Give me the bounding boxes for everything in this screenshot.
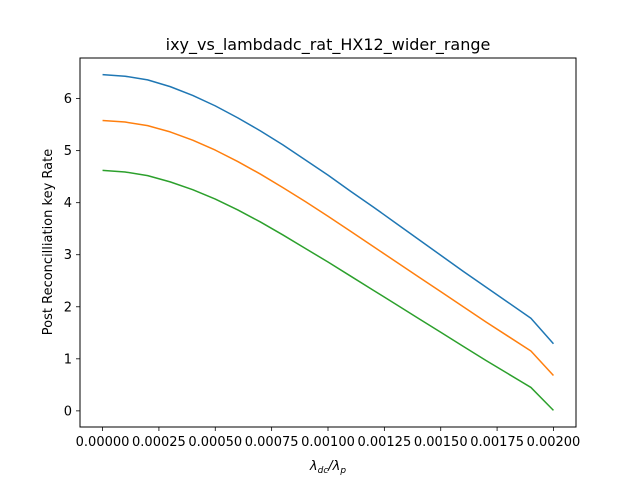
chart-title: ixy_vs_lambdadc_rat_HX12_wider_range bbox=[166, 35, 491, 55]
x-axis-label-sub-dc: dc bbox=[318, 466, 329, 476]
x-tick-label: 0.00025 bbox=[132, 435, 186, 450]
y-axis-ticks: 0 1 2 3 4 5 6 bbox=[64, 92, 80, 419]
x-axis-ticks: 0.00000 0.00025 0.00050 0.00075 0.00100 0.001… bbox=[76, 427, 581, 450]
y-tick-label: 2 bbox=[64, 300, 72, 315]
x-tick-label: 0.00125 bbox=[357, 435, 411, 450]
y-tick-label: 0 bbox=[64, 404, 72, 419]
x-axis-label-sub-p: p bbox=[339, 466, 346, 476]
x-axis-label: λdc/λp bbox=[309, 459, 346, 476]
x-tick-label: 0.00100 bbox=[301, 435, 355, 450]
y-axis-label: Post Reconcilliation key Rate bbox=[41, 149, 56, 335]
x-tick-label: 0.00000 bbox=[76, 435, 130, 450]
y-tick-label: 1 bbox=[64, 352, 72, 367]
y-tick-label: 3 bbox=[64, 248, 72, 263]
x-axis-label-main: λ bbox=[309, 459, 318, 474]
x-tick-label: 0.00050 bbox=[188, 435, 242, 450]
x-tick-label: 0.00175 bbox=[470, 435, 524, 450]
x-tick-label: 0.00075 bbox=[245, 435, 299, 450]
y-tick-label: 4 bbox=[64, 196, 72, 211]
y-tick-label: 6 bbox=[64, 92, 72, 107]
x-tick-label: 0.00200 bbox=[527, 435, 581, 450]
y-tick-label: 5 bbox=[64, 144, 72, 159]
series-layer bbox=[102, 73, 555, 411]
series-line-3 bbox=[102, 169, 554, 411]
x-tick-label: 0.00150 bbox=[414, 435, 468, 450]
plot-area bbox=[79, 57, 577, 428]
series-line-2 bbox=[102, 119, 555, 376]
x-axis-label-slash: /λ bbox=[327, 459, 340, 474]
series-line-1 bbox=[102, 73, 555, 345]
